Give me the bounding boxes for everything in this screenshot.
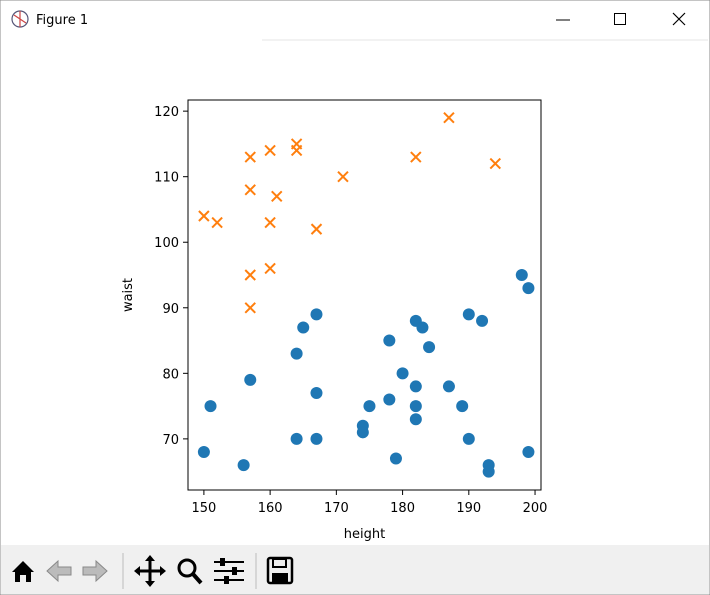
y-tick-label: 70 bbox=[162, 433, 179, 448]
point bbox=[204, 400, 217, 413]
x-tick-label: 180 bbox=[390, 501, 415, 516]
point bbox=[442, 380, 455, 393]
point bbox=[244, 302, 256, 314]
close-button[interactable] bbox=[672, 12, 686, 26]
window-title: Figure 1 bbox=[36, 13, 88, 28]
x-tick-label: 170 bbox=[324, 501, 349, 516]
x-tick-label: 200 bbox=[523, 501, 548, 516]
point bbox=[443, 111, 455, 124]
x-axis-label: height bbox=[344, 527, 385, 542]
point bbox=[244, 151, 256, 163]
point bbox=[290, 432, 303, 445]
point bbox=[264, 262, 276, 275]
configure-button[interactable] bbox=[214, 558, 244, 584]
point bbox=[410, 151, 422, 163]
point bbox=[522, 445, 535, 458]
point bbox=[310, 432, 323, 445]
point bbox=[515, 269, 528, 282]
point bbox=[244, 373, 257, 386]
point bbox=[363, 400, 376, 413]
toolbar-background bbox=[1, 545, 709, 594]
point bbox=[416, 321, 429, 334]
y-tick-label: 120 bbox=[154, 105, 179, 120]
x-tick-label: 150 bbox=[191, 501, 216, 516]
point bbox=[482, 465, 495, 478]
point bbox=[456, 400, 469, 413]
point bbox=[337, 170, 349, 183]
point bbox=[290, 144, 303, 157]
point bbox=[264, 216, 276, 229]
point bbox=[310, 308, 323, 321]
point bbox=[476, 314, 489, 327]
point bbox=[409, 413, 422, 426]
home-button[interactable] bbox=[12, 561, 34, 582]
point bbox=[264, 144, 276, 157]
point bbox=[522, 282, 535, 295]
y-tick-label: 80 bbox=[162, 367, 179, 382]
point bbox=[297, 321, 310, 334]
point bbox=[409, 400, 422, 413]
point bbox=[383, 393, 396, 406]
point bbox=[211, 216, 223, 229]
plot: 150 160 170 180 190 200 70 80 90 100 110 120 height w… bbox=[121, 99, 548, 542]
x-tick-label: 160 bbox=[258, 501, 283, 516]
x-tick-label: 190 bbox=[456, 501, 481, 516]
y-tick-label: 110 bbox=[154, 171, 179, 186]
y-tick-label: 100 bbox=[154, 236, 179, 251]
point bbox=[244, 269, 256, 281]
point bbox=[310, 223, 323, 235]
pan-button[interactable] bbox=[134, 555, 166, 587]
point bbox=[462, 308, 475, 321]
forward-button[interactable] bbox=[82, 559, 108, 583]
point bbox=[396, 367, 409, 380]
title-bar: Figure 1 bbox=[11, 10, 708, 41]
toolbar bbox=[1, 545, 709, 594]
y-tick-label: 90 bbox=[162, 302, 179, 317]
point bbox=[197, 445, 210, 458]
point bbox=[389, 452, 402, 465]
point bbox=[237, 459, 250, 472]
point bbox=[462, 432, 475, 445]
point bbox=[409, 380, 422, 393]
point bbox=[310, 386, 323, 399]
zoom-button[interactable] bbox=[177, 558, 203, 585]
y-axis-label: waist bbox=[121, 278, 136, 312]
back-button[interactable] bbox=[46, 559, 72, 583]
point bbox=[489, 157, 502, 170]
point bbox=[383, 334, 396, 347]
save-button[interactable] bbox=[266, 556, 294, 585]
point bbox=[271, 190, 283, 203]
point bbox=[290, 347, 303, 360]
app-icon-detail bbox=[13, 11, 27, 27]
point bbox=[423, 341, 436, 354]
maximize-button[interactable] bbox=[614, 13, 626, 25]
point bbox=[356, 426, 369, 439]
point bbox=[244, 184, 256, 196]
point bbox=[198, 210, 210, 222]
